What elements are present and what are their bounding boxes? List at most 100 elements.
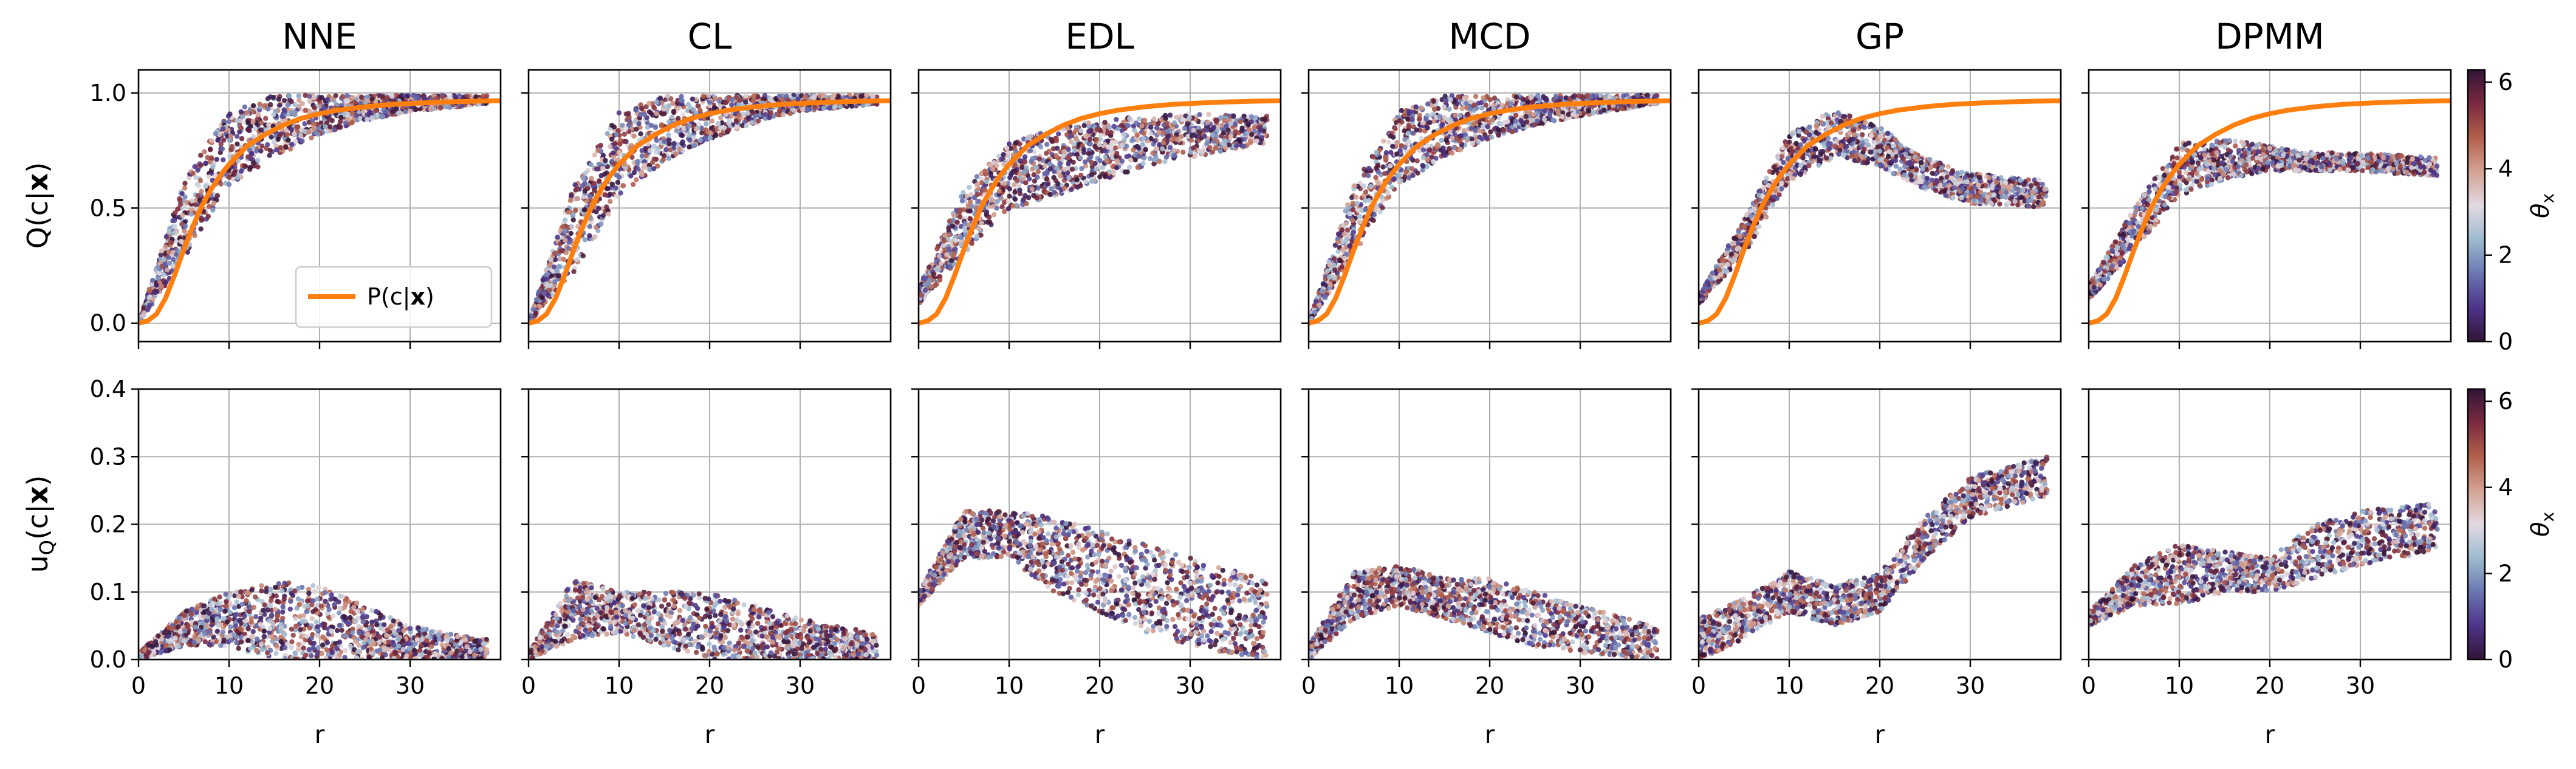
data-point	[573, 207, 578, 213]
data-point	[333, 93, 338, 98]
data-point	[180, 212, 185, 218]
data-point	[557, 264, 562, 270]
scatter-points	[919, 111, 1270, 305]
data-point	[941, 238, 947, 244]
data-point	[1066, 175, 1072, 181]
data-point	[247, 147, 252, 153]
data-point	[1072, 148, 1077, 153]
data-point	[919, 284, 922, 290]
data-point	[622, 139, 627, 144]
data-point	[188, 212, 194, 217]
data-point	[218, 181, 224, 187]
data-point	[1047, 166, 1053, 171]
data-point	[988, 173, 994, 178]
data-point	[651, 166, 657, 171]
data-point	[250, 103, 256, 108]
data-point	[563, 250, 569, 255]
data-point	[1262, 116, 1268, 122]
data-point	[208, 155, 214, 160]
data-point	[639, 106, 645, 111]
data-point	[349, 110, 355, 116]
data-point	[1366, 173, 1371, 179]
data-point	[679, 98, 685, 103]
data-point	[600, 213, 606, 218]
data-point	[1021, 176, 1026, 182]
data-point	[1221, 118, 1227, 123]
data-point	[654, 149, 659, 155]
data-point	[1113, 139, 1119, 145]
data-point	[226, 182, 232, 187]
data-point	[257, 102, 262, 107]
data-point	[605, 186, 611, 191]
data-point	[238, 109, 244, 115]
data-point	[696, 103, 701, 109]
data-point	[428, 106, 433, 112]
data-point	[639, 153, 645, 159]
data-point	[343, 98, 349, 104]
data-point	[238, 125, 244, 131]
data-point	[649, 160, 656, 165]
data-point	[1061, 153, 1066, 159]
data-point	[589, 176, 594, 181]
data-point	[1258, 127, 1263, 133]
data-point	[592, 187, 597, 193]
data-point	[662, 139, 667, 144]
data-point	[556, 273, 561, 278]
data-point	[581, 176, 586, 181]
data-point	[172, 229, 177, 235]
data-point	[1011, 182, 1017, 188]
data-point	[570, 217, 576, 222]
data-point	[1225, 127, 1231, 133]
data-point	[996, 188, 1002, 194]
data-point	[269, 134, 274, 140]
data-point	[729, 102, 735, 108]
data-point	[609, 181, 615, 187]
data-point	[1027, 176, 1032, 182]
data-point	[1210, 132, 1215, 138]
data-point	[990, 198, 996, 203]
data-point	[1424, 164, 1430, 170]
data-point	[835, 94, 841, 100]
data-point	[613, 185, 618, 191]
data-point	[1094, 127, 1100, 133]
data-point	[1006, 141, 1012, 147]
data-point	[648, 122, 654, 128]
data-point	[968, 199, 973, 205]
data-point	[978, 232, 984, 238]
data-point	[628, 173, 634, 179]
data-point	[716, 120, 721, 126]
data-point	[285, 132, 290, 137]
data-point	[202, 149, 207, 154]
data-point	[166, 255, 171, 260]
data-point	[711, 105, 718, 111]
data-point	[660, 111, 665, 117]
data-point	[267, 153, 272, 158]
data-point	[673, 151, 679, 157]
data-point	[1206, 112, 1211, 117]
reference-curve-line	[919, 98, 1281, 326]
data-point	[312, 105, 317, 111]
data-point	[1439, 97, 1445, 103]
data-point	[227, 111, 233, 117]
data-point	[1052, 190, 1057, 195]
data-point	[726, 127, 731, 133]
data-point	[927, 264, 932, 270]
data-point	[858, 94, 863, 99]
data-point	[159, 248, 165, 253]
data-point	[1167, 145, 1173, 150]
data-point	[192, 233, 197, 238]
data-point	[293, 139, 298, 144]
data-point	[163, 234, 169, 240]
data-point	[161, 272, 166, 278]
data-point	[990, 167, 996, 172]
data-point	[1042, 163, 1048, 169]
data-point	[1122, 131, 1127, 137]
data-point	[946, 246, 951, 252]
data-point	[582, 188, 587, 194]
data-point	[654, 99, 660, 105]
data-point	[1123, 169, 1128, 175]
data-point	[1163, 154, 1170, 160]
data-point	[1075, 184, 1081, 190]
data-point	[975, 182, 981, 187]
data-point	[741, 111, 746, 117]
